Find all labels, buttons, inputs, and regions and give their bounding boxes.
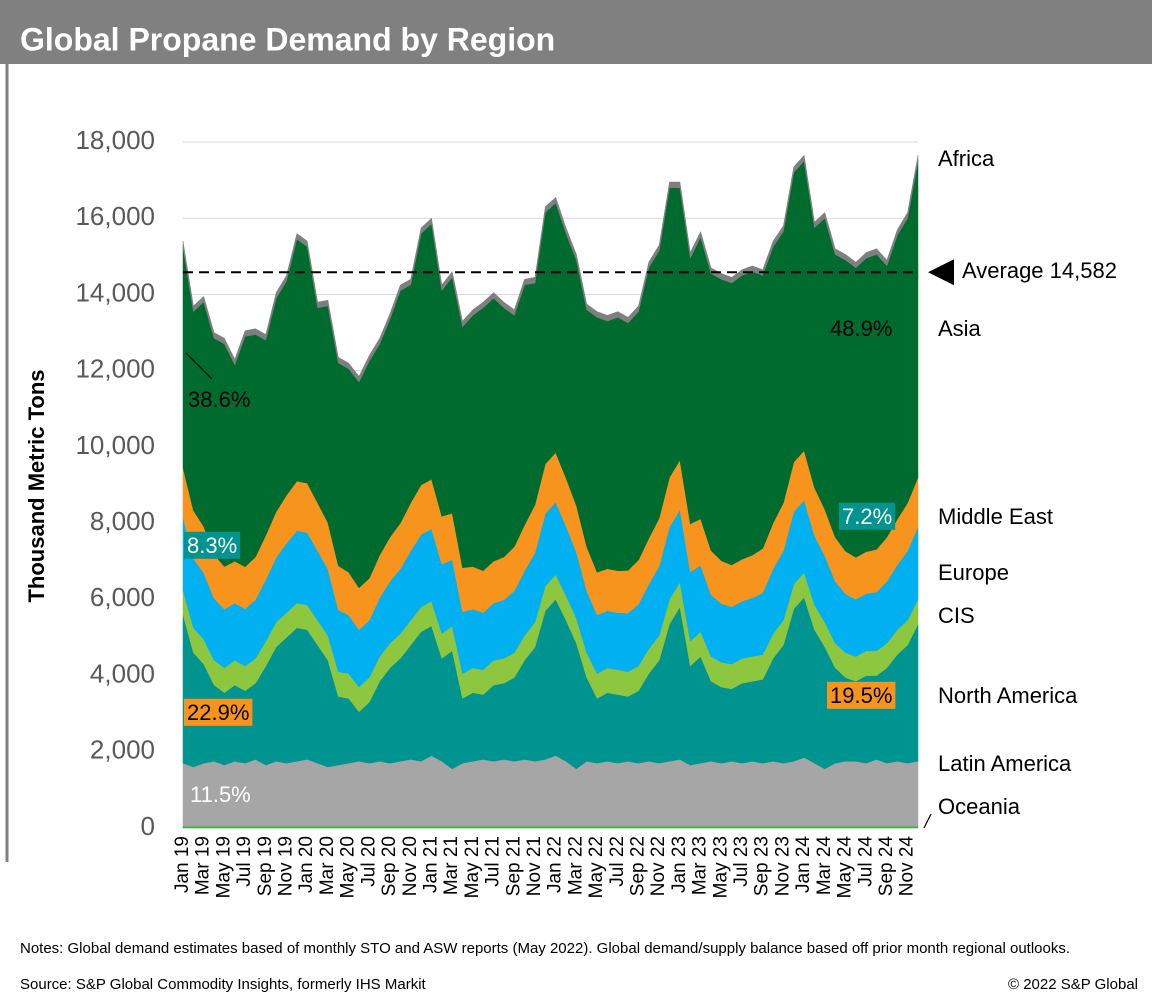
x-tick-label: Jan 20 xyxy=(296,836,317,893)
y-tick-label: 2,000 xyxy=(90,735,155,765)
x-tick-label: Nov 20 xyxy=(400,836,421,896)
oceania-leader xyxy=(923,813,932,829)
x-tick-label: May 19 xyxy=(213,836,234,898)
y-tick-label: 6,000 xyxy=(90,582,155,612)
x-tick-label: Jul 20 xyxy=(358,836,379,887)
annotation-leader xyxy=(185,352,213,380)
x-tick-label: Mar 21 xyxy=(441,836,462,895)
notes: Notes: Global demand estimates based of … xyxy=(20,940,1071,957)
x-tick-label: Nov 22 xyxy=(648,836,669,896)
x-tick-label: Sep 20 xyxy=(379,836,400,896)
legend-label: Asia xyxy=(938,316,982,341)
average-label: Average 14,582 xyxy=(962,258,1117,283)
x-tick-label: Nov 19 xyxy=(276,836,297,896)
x-tick-label: Jan 21 xyxy=(420,836,441,893)
legend-label: Europe xyxy=(938,560,1009,585)
legend-label: Oceania xyxy=(938,794,1021,819)
x-tick-label: Nov 24 xyxy=(897,836,918,897)
annotation-box xyxy=(184,698,253,726)
annotation-box xyxy=(839,502,896,530)
annotation: 22.9% xyxy=(187,700,249,725)
title-bar xyxy=(0,0,1152,64)
x-tick-label: Jul 24 xyxy=(855,836,876,887)
area xyxy=(182,755,919,827)
x-tick-label: Jan 24 xyxy=(793,836,814,893)
x-tick-label: Mar 23 xyxy=(690,836,711,895)
x-tick-label: Mar 22 xyxy=(565,836,586,895)
y-tick-label: 14,000 xyxy=(75,277,155,307)
x-tick-label: Jul 19 xyxy=(234,836,255,887)
x-tick-label: May 24 xyxy=(835,836,856,899)
annotation-box xyxy=(827,681,896,709)
legend-label: Africa xyxy=(938,146,995,171)
x-tick-label: May 23 xyxy=(710,836,731,898)
annotation: 38.6% xyxy=(188,387,250,412)
x-tick-label: Jul 21 xyxy=(483,836,504,887)
y-axis-label: Thousand Metric Tons xyxy=(24,369,49,602)
y-tick-label: 12,000 xyxy=(75,354,155,384)
x-tick-label: May 21 xyxy=(462,836,483,898)
x-tick-label: Sep 19 xyxy=(255,836,276,896)
y-tick-label: 4,000 xyxy=(90,658,155,688)
x-tick-label: Jul 22 xyxy=(607,836,628,887)
x-tick-label: Jan 22 xyxy=(545,836,566,893)
x-tick-label: Sep 22 xyxy=(628,836,649,896)
copyright: © 2022 S&P Global xyxy=(1007,976,1138,993)
annotation: 11.5% xyxy=(190,782,251,807)
legend-label: Middle East xyxy=(938,504,1053,529)
annotation: 19.5% xyxy=(830,683,892,708)
legend-label: North America xyxy=(938,683,1078,708)
x-tick-label: Sep 24 xyxy=(876,836,897,897)
legend-label: CIS xyxy=(938,603,975,628)
y-tick-label: 16,000 xyxy=(75,201,155,231)
x-tick-label: Jul 23 xyxy=(731,836,752,887)
x-tick-label: Mar 24 xyxy=(814,836,835,896)
x-tick-label: Mar 19 xyxy=(193,836,214,895)
area xyxy=(182,825,919,829)
x-tick-label: Mar 20 xyxy=(317,836,338,895)
x-tick-label: May 20 xyxy=(338,836,359,898)
x-tick-label: Jan 23 xyxy=(669,836,690,893)
annotation-box xyxy=(184,531,241,559)
x-tick-label: Sep 23 xyxy=(752,836,773,896)
annotation: 7.2% xyxy=(842,504,892,529)
average-arrow xyxy=(928,259,954,286)
y-tick-label: 8,000 xyxy=(90,506,155,536)
y-tick-label: 0 xyxy=(141,811,155,841)
y-tick-label: 10,000 xyxy=(75,430,155,460)
source: Source: S&P Global Commodity Insights, f… xyxy=(20,976,426,993)
legend-label: Latin America xyxy=(938,751,1072,776)
x-tick-label: May 22 xyxy=(586,836,607,898)
area xyxy=(182,154,919,383)
annotation: 8.3% xyxy=(187,533,237,558)
x-tick-label: Sep 21 xyxy=(503,836,524,896)
annotation: 48.9% xyxy=(830,316,892,341)
x-tick-label: Jan 19 xyxy=(172,836,193,893)
chart-title: Global Propane Demand by Region xyxy=(20,21,555,57)
x-tick-label: Nov 21 xyxy=(524,836,545,896)
y-tick-label: 18,000 xyxy=(75,125,155,155)
x-tick-label: Nov 23 xyxy=(772,836,793,896)
